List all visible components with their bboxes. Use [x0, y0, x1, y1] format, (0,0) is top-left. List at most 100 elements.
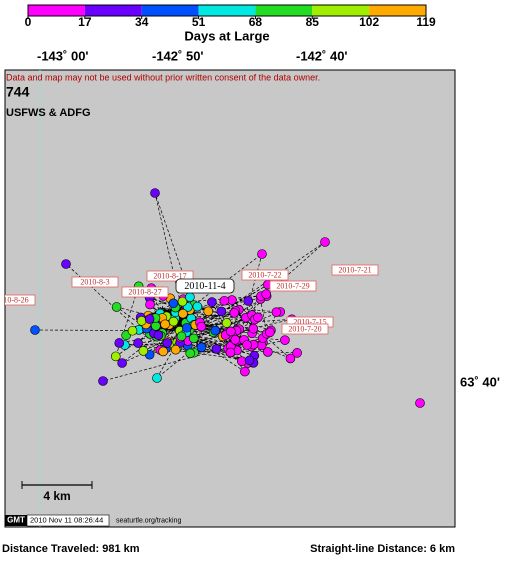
location [226, 326, 236, 337]
colorbar-segment [198, 5, 256, 16]
scale-label: 4 km [43, 489, 70, 503]
location [111, 302, 122, 312]
colorbar-segment [28, 5, 85, 16]
lon-label: -142˚ 40' [296, 48, 348, 63]
location [127, 325, 138, 336]
date-label: 2010-7-29 [276, 281, 309, 290]
date-label: 2010-8-3 [80, 277, 109, 286]
notice: Data and map may not be used without pri… [6, 72, 320, 82]
location [207, 297, 217, 307]
colorbar-tick-label: 34 [135, 15, 149, 29]
colorbar-tick-label: 119 [416, 15, 436, 29]
stamp-url: seaturtle.org/tracking [116, 517, 181, 524]
location [216, 306, 227, 317]
date-label-box [175, 278, 235, 294]
colorbar-tick-label: 0 [25, 15, 32, 29]
date-label-box [121, 286, 169, 298]
location [177, 296, 188, 307]
location [229, 308, 240, 318]
colorbar-segment [312, 5, 370, 16]
location [189, 333, 199, 344]
colorbar-tick-label: 51 [192, 15, 206, 29]
location [185, 292, 195, 302]
date-label: 2010-7-21 [338, 265, 371, 274]
colorbar-tick-label: 17 [78, 15, 92, 29]
location [185, 348, 196, 359]
location [133, 338, 143, 348]
location [144, 314, 155, 324]
location [61, 259, 71, 269]
location [30, 325, 40, 335]
colorbar-segment [369, 5, 426, 16]
location [240, 366, 250, 377]
location [138, 346, 149, 356]
scale-bar [21, 481, 93, 489]
location [210, 325, 221, 336]
location [182, 322, 192, 333]
date-label-box [241, 269, 289, 281]
date-label: 2010-7-15 [293, 317, 326, 326]
location [285, 353, 296, 364]
lon-label: -143˚ 00' [37, 48, 89, 63]
location [265, 327, 275, 338]
colorbar-segment [141, 5, 199, 16]
location [320, 237, 330, 247]
location [196, 342, 207, 353]
date-label: 2010-7-22 [248, 270, 281, 279]
date-label-box [71, 276, 119, 288]
gmt-logo: GMT [7, 516, 25, 525]
date-label: 2010-7-20 [288, 324, 321, 333]
owner: USFWS & ADFG [6, 107, 91, 119]
location [219, 295, 230, 306]
lon-label: -142˚ 50' [152, 48, 204, 63]
location [176, 331, 187, 342]
location [117, 358, 127, 368]
date-label: 2010-8-17 [153, 271, 186, 280]
location [203, 306, 214, 317]
location [168, 298, 179, 309]
distance-traveled: Distance Traveled: 981 km [2, 543, 140, 555]
location [158, 346, 168, 357]
colorbar-segment [84, 5, 142, 16]
lat-label: 63˚ 40' [460, 374, 500, 389]
location [162, 338, 173, 348]
location [243, 296, 254, 306]
colorbar-tick-label: 85 [306, 15, 320, 29]
location [263, 347, 273, 357]
location [271, 307, 282, 317]
date-label-box [269, 280, 317, 292]
date-label: 2010-11-4 [184, 281, 225, 292]
location [136, 316, 147, 326]
location [178, 308, 188, 319]
location [192, 301, 203, 312]
colorbar-label: Days at Large [184, 28, 269, 43]
tag-id: 744 [6, 84, 30, 100]
location [160, 319, 170, 330]
date-label-box [281, 323, 329, 335]
stamp-box [26, 514, 110, 527]
colorbar-tick-label: 102 [359, 15, 379, 29]
location [280, 335, 290, 345]
location [110, 351, 121, 362]
colorbar: 0 17 34 51 68 85 102 119 [25, 4, 436, 29]
location [170, 344, 181, 355]
location [244, 355, 255, 366]
location [257, 249, 267, 259]
location [415, 398, 425, 408]
location [98, 376, 108, 386]
date-label: 2010-8-26 [0, 295, 29, 304]
location [248, 323, 259, 334]
location [242, 340, 252, 350]
straight-distance: Straight-line Distance: 6 km [310, 543, 455, 555]
colorbar-frame [27, 4, 427, 17]
location [253, 312, 263, 323]
location [211, 344, 222, 354]
date-label-box [331, 264, 379, 276]
location [225, 347, 236, 358]
location [150, 188, 160, 198]
stamp-time: 2010 Nov 11 08:26:44 [30, 515, 103, 524]
date-label-box [146, 270, 194, 282]
